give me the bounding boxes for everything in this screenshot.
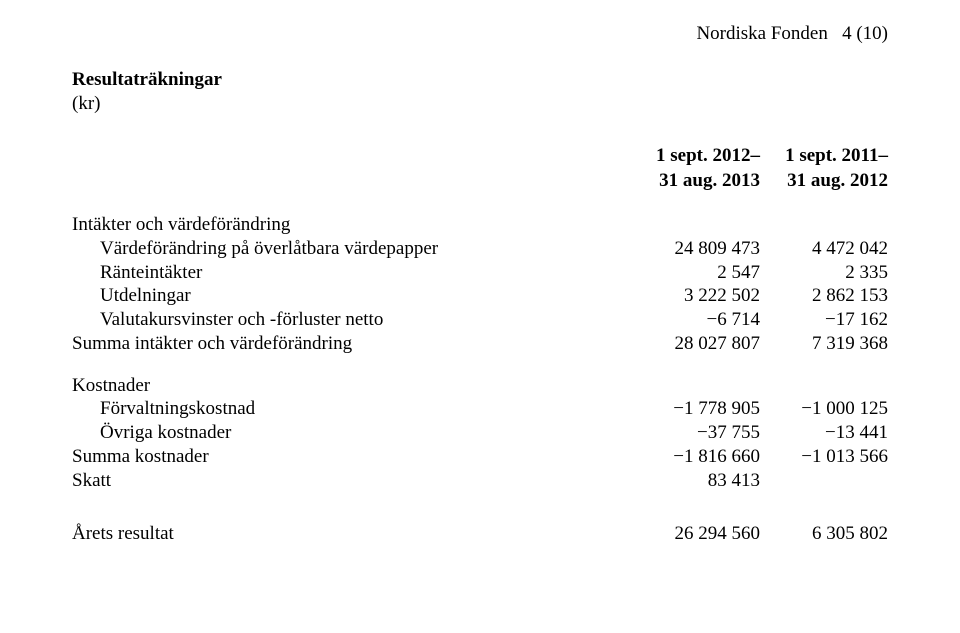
summa-intakter-c2: 7 319 368 <box>760 332 888 356</box>
ovriga-label: Övriga kostnader <box>72 421 632 445</box>
row-kostnader-heading: Kostnader <box>72 374 888 398</box>
utdelningar-c1: 3 222 502 <box>632 284 760 308</box>
row-arets-resultat: Årets resultat 26 294 560 6 305 802 <box>72 522 888 546</box>
forvaltning-c1: 1 778 905 <box>632 397 760 421</box>
col1-header-line1: 1 sept. 2012– <box>632 144 760 170</box>
utdelningar-label: Utdelningar <box>72 284 632 308</box>
arets-label: Årets resultat <box>72 522 632 546</box>
kostnader-heading: Kostnader <box>72 374 632 398</box>
ovriga-c2: 13 441 <box>760 421 888 445</box>
row-ranteintakter: Ränteintäkter 2 547 2 335 <box>72 261 888 285</box>
summa-intakter-c1: 28 027 807 <box>632 332 760 356</box>
income-statement-table: 1 sept. 2012– 1 sept. 2011– 31 aug. 2013… <box>72 144 888 547</box>
row-valutakurs: Valutakursvinster och -förluster netto 6… <box>72 308 888 332</box>
summa-intakter-label: Summa intäkter och värdeförändring <box>72 332 632 356</box>
row-summa-kostnader: Summa kostnader 1 816 660 1 013 566 <box>72 445 888 469</box>
summa-kostnader-label: Summa kostnader <box>72 445 632 469</box>
forvaltning-label: Förvaltningskostnad <box>72 397 632 421</box>
row-ovriga: Övriga kostnader 37 755 13 441 <box>72 421 888 445</box>
row-summa-intakter: Summa intäkter och värdeförändring 28 02… <box>72 332 888 356</box>
skatt-c1: 83 413 <box>632 469 760 493</box>
forvaltning-c2: 1 000 125 <box>760 397 888 421</box>
section-title: Resultaträkningar <box>72 68 888 92</box>
column-header-row-1: 1 sept. 2012– 1 sept. 2011– <box>72 144 888 170</box>
ranteintakter-c1: 2 547 <box>632 261 760 285</box>
col2-header-line1: 1 sept. 2011– <box>760 144 888 170</box>
valutakurs-label: Valutakursvinster och -förluster netto <box>72 308 632 332</box>
page-number: 4 (10) <box>842 23 888 44</box>
row-intakter-heading: Intäkter och värdeförändring <box>72 213 888 237</box>
vardeforandring-label: Värdeförändring på överlåtbara värdepapp… <box>72 237 632 261</box>
row-vardeforandring: Värdeförändring på överlåtbara värdepapp… <box>72 237 888 261</box>
skatt-label: Skatt <box>72 469 632 493</box>
summa-kostnader-c1: 1 816 660 <box>632 445 760 469</box>
unit-label: (kr) <box>72 92 888 116</box>
col1-header-line2: 31 aug. 2013 <box>632 169 760 195</box>
col2-header-line2: 31 aug. 2012 <box>760 169 888 195</box>
row-skatt: Skatt 83 413 <box>72 469 888 493</box>
doc-title: Nordiska Fonden <box>696 23 827 44</box>
skatt-c2 <box>760 469 888 493</box>
column-header-row-2: 31 aug. 2013 31 aug. 2012 <box>72 169 888 195</box>
ranteintakter-label: Ränteintäkter <box>72 261 632 285</box>
valutakurs-c2: 17 162 <box>760 308 888 332</box>
page-header: Nordiska Fonden 4 (10) <box>696 22 888 46</box>
vardeforandring-c1: 24 809 473 <box>632 237 760 261</box>
valutakurs-c1: 6 714 <box>632 308 760 332</box>
utdelningar-c2: 2 862 153 <box>760 284 888 308</box>
summa-kostnader-c2: 1 013 566 <box>760 445 888 469</box>
ovriga-c1: 37 755 <box>632 421 760 445</box>
intakter-heading: Intäkter och värdeförändring <box>72 213 632 237</box>
arets-c1: 26 294 560 <box>632 522 760 546</box>
arets-c2: 6 305 802 <box>760 522 888 546</box>
ranteintakter-c2: 2 335 <box>760 261 888 285</box>
row-forvaltning: Förvaltningskostnad 1 778 905 1 000 125 <box>72 397 888 421</box>
vardeforandring-c2: 4 472 042 <box>760 237 888 261</box>
row-utdelningar: Utdelningar 3 222 502 2 862 153 <box>72 284 888 308</box>
page: Nordiska Fonden 4 (10) Resultaträkningar… <box>0 0 960 546</box>
